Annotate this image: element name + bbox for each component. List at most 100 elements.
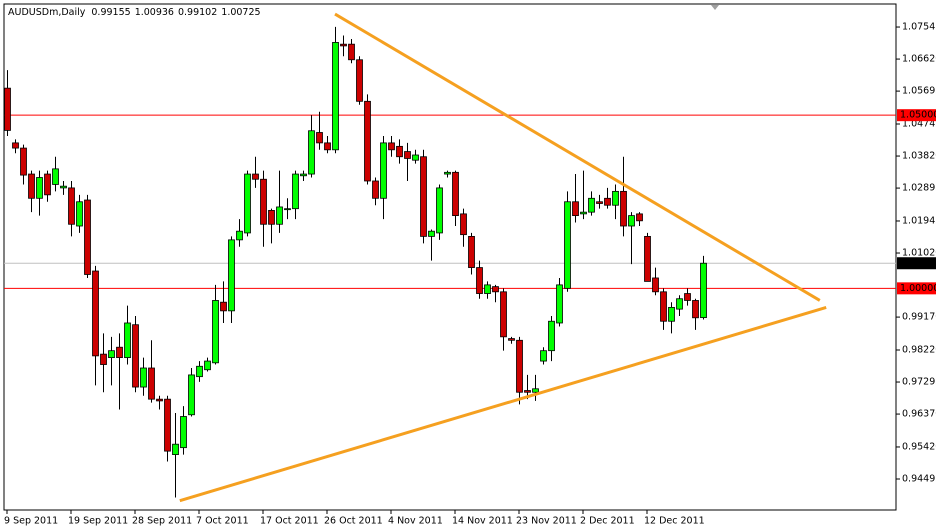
chart-layer: 1.07545 1.06620 1.05695 1.04745 1.03820 1.028… [4,12,936,527]
candle-body [628,215,635,227]
candle-body [476,267,483,294]
candle-body [428,230,435,237]
candle-body [252,173,259,180]
candle-body [212,300,219,364]
y-tick-label: 1.04745 [902,119,936,130]
candle-body [244,173,251,234]
candle-body [172,443,179,455]
candle-body [564,201,571,289]
header-low: 0.99102 [178,7,217,18]
candle-body [668,306,675,322]
level-label: 1.05000 [900,110,936,121]
candle-body [84,199,91,275]
candle-body [596,201,603,204]
candle-body [68,187,75,225]
candle-body [268,210,275,225]
x-tick-label: 19 Sep 2011 [68,516,128,527]
y-tick-label: 1.05695 [902,86,936,97]
candle-body [60,185,67,189]
candle-body [692,300,699,319]
chart-header: AUDUSDm,Daily 0.99155 1.00936 0.99102 1.0072… [8,7,261,18]
candle-body [460,213,467,236]
x-tick-label: 23 Nov 2011 [516,516,577,527]
x-tick-label: 28 Sep 2011 [132,516,192,527]
candle-body [348,43,355,61]
candle-body [236,230,243,241]
x-tick-label: 7 Oct 2011 [196,516,249,527]
candle-body [28,173,35,199]
candle-body [532,388,539,393]
level-label-box [897,109,936,122]
candle-body [452,171,459,217]
candle-body [372,180,379,199]
level-label-box [897,257,936,270]
header-open: 0.99155 [91,7,130,18]
candle-body [116,346,123,359]
candle-body [52,168,59,185]
x-tick-label: 2 Dec 2011 [580,516,635,527]
trendline [334,12,821,302]
y-tick-label: 1.06620 [902,54,936,65]
candle-body [124,322,131,359]
candle-body [76,201,83,227]
candle-body [508,338,515,341]
candle-body [108,350,115,359]
candle-body [204,360,211,371]
candle-body [676,298,683,310]
x-tick-label: 9 Sep 2011 [4,516,58,527]
candle-body [444,171,451,175]
candle-body [164,398,171,452]
candle-body [588,197,595,213]
candle-body [100,353,107,365]
candle-body [396,145,403,158]
candle-body [140,367,147,388]
candle-body [180,416,187,449]
header-high: 1.00936 [135,7,174,18]
candle-body [492,286,499,293]
candle-body [516,339,523,393]
candle-body [260,178,267,225]
shift-marker [711,5,719,10]
candle-body [340,43,347,47]
candle-body [500,291,507,338]
candle-body [524,390,531,393]
candle-body [644,235,651,282]
candle-body [652,277,659,293]
level-label: 1.00000 [900,283,936,294]
y-tick-label: 0.94495 [902,474,936,485]
candle-body [36,177,43,199]
candle-body [156,398,163,402]
candle-body [404,151,411,159]
candle-body [580,211,587,215]
candle-body [188,374,195,416]
candle-body [412,154,419,161]
candle-body [484,284,491,294]
candle-body [300,173,307,177]
level-label-box [897,282,936,295]
plot-frame [3,3,897,511]
candle-body [572,201,579,217]
candle-body [604,197,611,206]
candle-body [220,301,227,312]
x-tick-label: 4 Nov 2011 [388,516,443,527]
candle-body [420,156,427,237]
candle-body [388,142,395,151]
y-tick-label: 1.01945 [902,215,936,226]
candle-body [364,100,371,182]
candle-body [44,173,51,196]
candle-body [660,291,667,322]
chart-title: AUDUSDm,Daily [8,7,86,18]
y-tick-label: 1.02895 [902,183,936,194]
candle-body [548,320,555,352]
level-label: 1.00725 [900,258,936,269]
candle-body [20,147,27,176]
candle-body [228,239,235,312]
candle-body [132,324,139,388]
candle-body [356,59,363,102]
